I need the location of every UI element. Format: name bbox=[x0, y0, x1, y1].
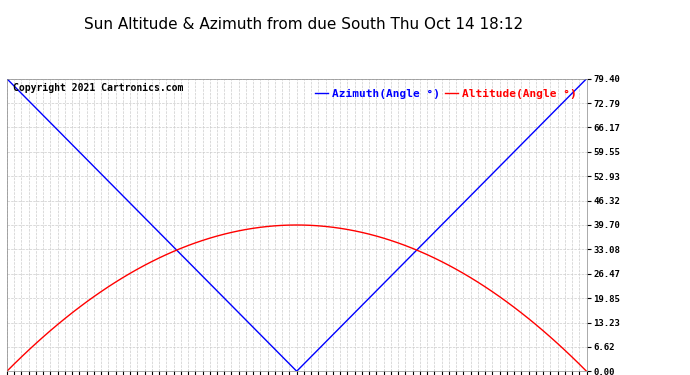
Text: Copyright 2021 Cartronics.com: Copyright 2021 Cartronics.com bbox=[12, 83, 183, 93]
Legend: Azimuth(Angle °), Altitude(Angle °): Azimuth(Angle °), Altitude(Angle °) bbox=[310, 84, 581, 103]
Text: Sun Altitude & Azimuth from due South Thu Oct 14 18:12: Sun Altitude & Azimuth from due South Th… bbox=[84, 17, 523, 32]
